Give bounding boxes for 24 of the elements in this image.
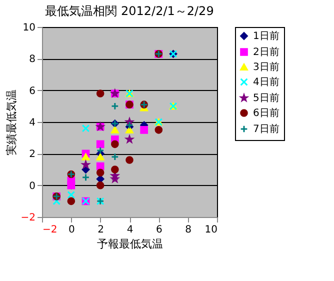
x-tick-label: 6 (156, 224, 162, 236)
chart-title: 最低気温相関 2012/2/1～2/29 (45, 4, 214, 18)
y-tick-label: −2 (20, 212, 36, 224)
y-tick-label: 0 (29, 180, 36, 192)
x-tick-label: 8 (185, 224, 192, 236)
legend-label: 4日前 (253, 76, 280, 88)
y-tick-label: 2 (29, 149, 36, 160)
x-tick-label: −2 (42, 224, 58, 236)
y-tick-label: 8 (29, 54, 36, 66)
legend-label: 1日前 (253, 30, 280, 42)
y-tick-label: 6 (29, 86, 36, 97)
y-axis-title: 実績最低気温 (4, 90, 18, 156)
legend-label: 7日前 (253, 123, 280, 135)
legend-label: 5日前 (253, 92, 280, 104)
x-axis-title: 予報最低気温 (97, 238, 163, 250)
legend-label: 6日前 (253, 107, 280, 119)
x-tick-label: 4 (126, 224, 134, 236)
x-tick-label: 0 (68, 224, 75, 236)
x-tick-label: 10 (204, 224, 218, 236)
legend-label: 3日前 (253, 61, 280, 73)
y-tick-label: 10 (22, 22, 36, 34)
y-tick-label: 4 (29, 118, 36, 128)
x-tick-label: 2 (98, 224, 104, 236)
legend-label: 2日前 (253, 46, 280, 58)
